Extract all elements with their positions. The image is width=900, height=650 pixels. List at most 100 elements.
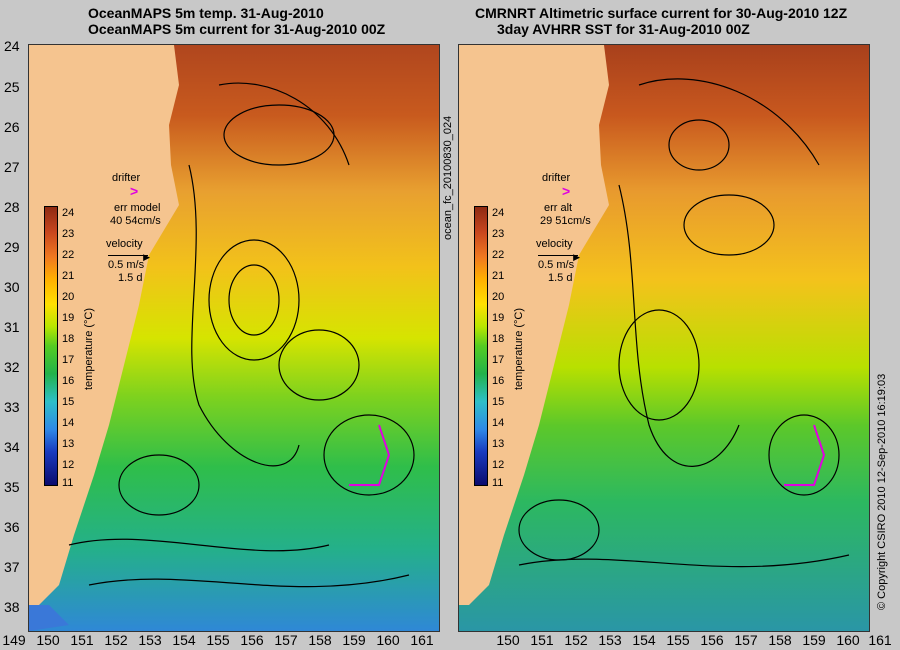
right-colorbar xyxy=(474,206,488,486)
left-map-svg xyxy=(29,45,439,631)
cb-tick: 15 xyxy=(62,396,75,408)
lat-tick: 25 xyxy=(4,79,20,95)
lon-tick: 158 xyxy=(768,632,792,648)
velocity-scale: 0.5 m/s xyxy=(108,259,145,271)
lon-tick: 154 xyxy=(632,632,656,648)
cb-tick: 14 xyxy=(62,417,75,429)
lon-tick: 152 xyxy=(564,632,588,648)
cb-tick: 19 xyxy=(492,312,505,324)
drifter-icon: > xyxy=(130,183,139,199)
cb-tick: 18 xyxy=(62,333,75,345)
left-map-panel xyxy=(28,44,440,632)
cb-tick: 15 xyxy=(492,396,505,408)
lon-tick: 153 xyxy=(598,632,622,648)
lon-tick: 157 xyxy=(734,632,758,648)
current-streamlines xyxy=(518,78,850,568)
lat-tick: 35 xyxy=(4,479,20,495)
lon-tick: 155 xyxy=(666,632,690,648)
velocity-arrow-icon: ▶ xyxy=(538,252,580,262)
cb-tick: 24 xyxy=(492,207,505,219)
lat-tick: 38 xyxy=(4,599,20,615)
left-colorbar-label: temperature (°C) xyxy=(83,307,95,390)
right-error-legend: err alt 29 51cm/s xyxy=(540,202,591,228)
velocity-label: velocity xyxy=(536,238,573,250)
left-error-legend: err model 40 54cm/s xyxy=(110,202,161,228)
velocity-scale: 0.5 m/s xyxy=(538,259,575,271)
drifter-label: drifter xyxy=(112,172,141,184)
right-map-svg xyxy=(459,45,869,631)
cb-tick: 19 xyxy=(62,312,75,324)
right-map-panel xyxy=(458,44,870,632)
cb-tick: 13 xyxy=(62,438,75,450)
lat-tick: 37 xyxy=(4,559,20,575)
lat-tick: 27 xyxy=(4,159,20,175)
cb-tick: 13 xyxy=(492,438,505,450)
lat-tick: 33 xyxy=(4,399,20,415)
cb-tick: 23 xyxy=(62,228,75,240)
cb-tick: 23 xyxy=(492,228,505,240)
forecast-id-label: ocean_fc_20100830_024 xyxy=(442,115,454,240)
lat-tick: 26 xyxy=(4,119,20,135)
left-title-line2: OceanMAPS 5m current for 31-Aug-2010 00Z xyxy=(88,21,386,37)
lon-tick: 155 xyxy=(206,632,230,648)
lat-tick: 34 xyxy=(4,439,20,455)
lon-tick: 154 xyxy=(172,632,196,648)
bay xyxy=(29,605,69,631)
lon-tick: 152 xyxy=(104,632,128,648)
left-drifter-legend: drifter > xyxy=(112,172,140,198)
err-label: err alt xyxy=(544,202,573,214)
drifter-label: drifter xyxy=(542,172,571,184)
cb-tick: 22 xyxy=(62,249,75,261)
lat-tick: 32 xyxy=(4,359,20,375)
cb-tick: 17 xyxy=(492,354,505,366)
land-mass xyxy=(29,45,179,605)
right-colorbar-label: temperature (°C) xyxy=(513,307,525,390)
velocity-label: velocity xyxy=(106,238,143,250)
lon-tick: 157 xyxy=(274,632,298,648)
lon-tick: 160 xyxy=(836,632,860,648)
lon-tick: 156 xyxy=(240,632,264,648)
left-title: OceanMAPS 5m temp. 31-Aug-2010 OceanMAPS… xyxy=(88,5,385,37)
lon-tick: 160 xyxy=(376,632,400,648)
lat-tick: 36 xyxy=(4,519,20,535)
lon-tick: 150 xyxy=(36,632,60,648)
right-title-line2: 3day AVHRR SST for 31-Aug-2010 00Z xyxy=(497,21,750,37)
lat-tick: 31 xyxy=(4,319,20,335)
land-mass xyxy=(459,45,609,605)
lon-tick: 149 xyxy=(2,632,26,648)
err-label: err model xyxy=(114,202,161,214)
lon-tick: 161 xyxy=(868,632,892,648)
lon-tick: 161 xyxy=(410,632,434,648)
lat-tick: 30 xyxy=(4,279,20,295)
drifter-icon: > xyxy=(562,183,571,199)
cb-tick: 21 xyxy=(492,270,505,282)
lon-tick: 158 xyxy=(308,632,332,648)
cb-tick: 21 xyxy=(62,270,75,282)
lon-tick: 150 xyxy=(496,632,520,648)
left-velocity-legend: velocity ▶ 0.5 m/s 1.5 d xyxy=(106,238,150,285)
lat-tick: 29 xyxy=(4,239,20,255)
current-streamlines xyxy=(68,82,415,588)
cb-tick: 20 xyxy=(492,291,505,303)
err-value: 29 51cm/s xyxy=(540,215,591,227)
cb-tick: 12 xyxy=(492,459,505,471)
lat-tick: 28 xyxy=(4,199,20,215)
lon-tick: 151 xyxy=(70,632,94,648)
right-drifter-legend: drifter > xyxy=(542,172,570,198)
cb-tick: 22 xyxy=(492,249,505,261)
left-title-line1: OceanMAPS 5m temp. 31-Aug-2010 xyxy=(88,5,324,21)
cb-tick: 14 xyxy=(492,417,505,429)
velocity-days: 1.5 d xyxy=(118,272,143,284)
left-colorbar xyxy=(44,206,58,486)
lon-tick: 151 xyxy=(530,632,554,648)
drifter-track xyxy=(784,424,826,486)
lon-tick: 153 xyxy=(138,632,162,648)
lon-tick: 159 xyxy=(802,632,826,648)
lon-tick: 156 xyxy=(700,632,724,648)
cb-tick: 18 xyxy=(492,333,505,345)
lon-tick: 159 xyxy=(342,632,366,648)
lat-tick: 24 xyxy=(4,38,20,54)
cb-tick: 12 xyxy=(62,459,75,471)
cb-tick: 17 xyxy=(62,354,75,366)
err-value: 40 54cm/s xyxy=(110,215,161,227)
